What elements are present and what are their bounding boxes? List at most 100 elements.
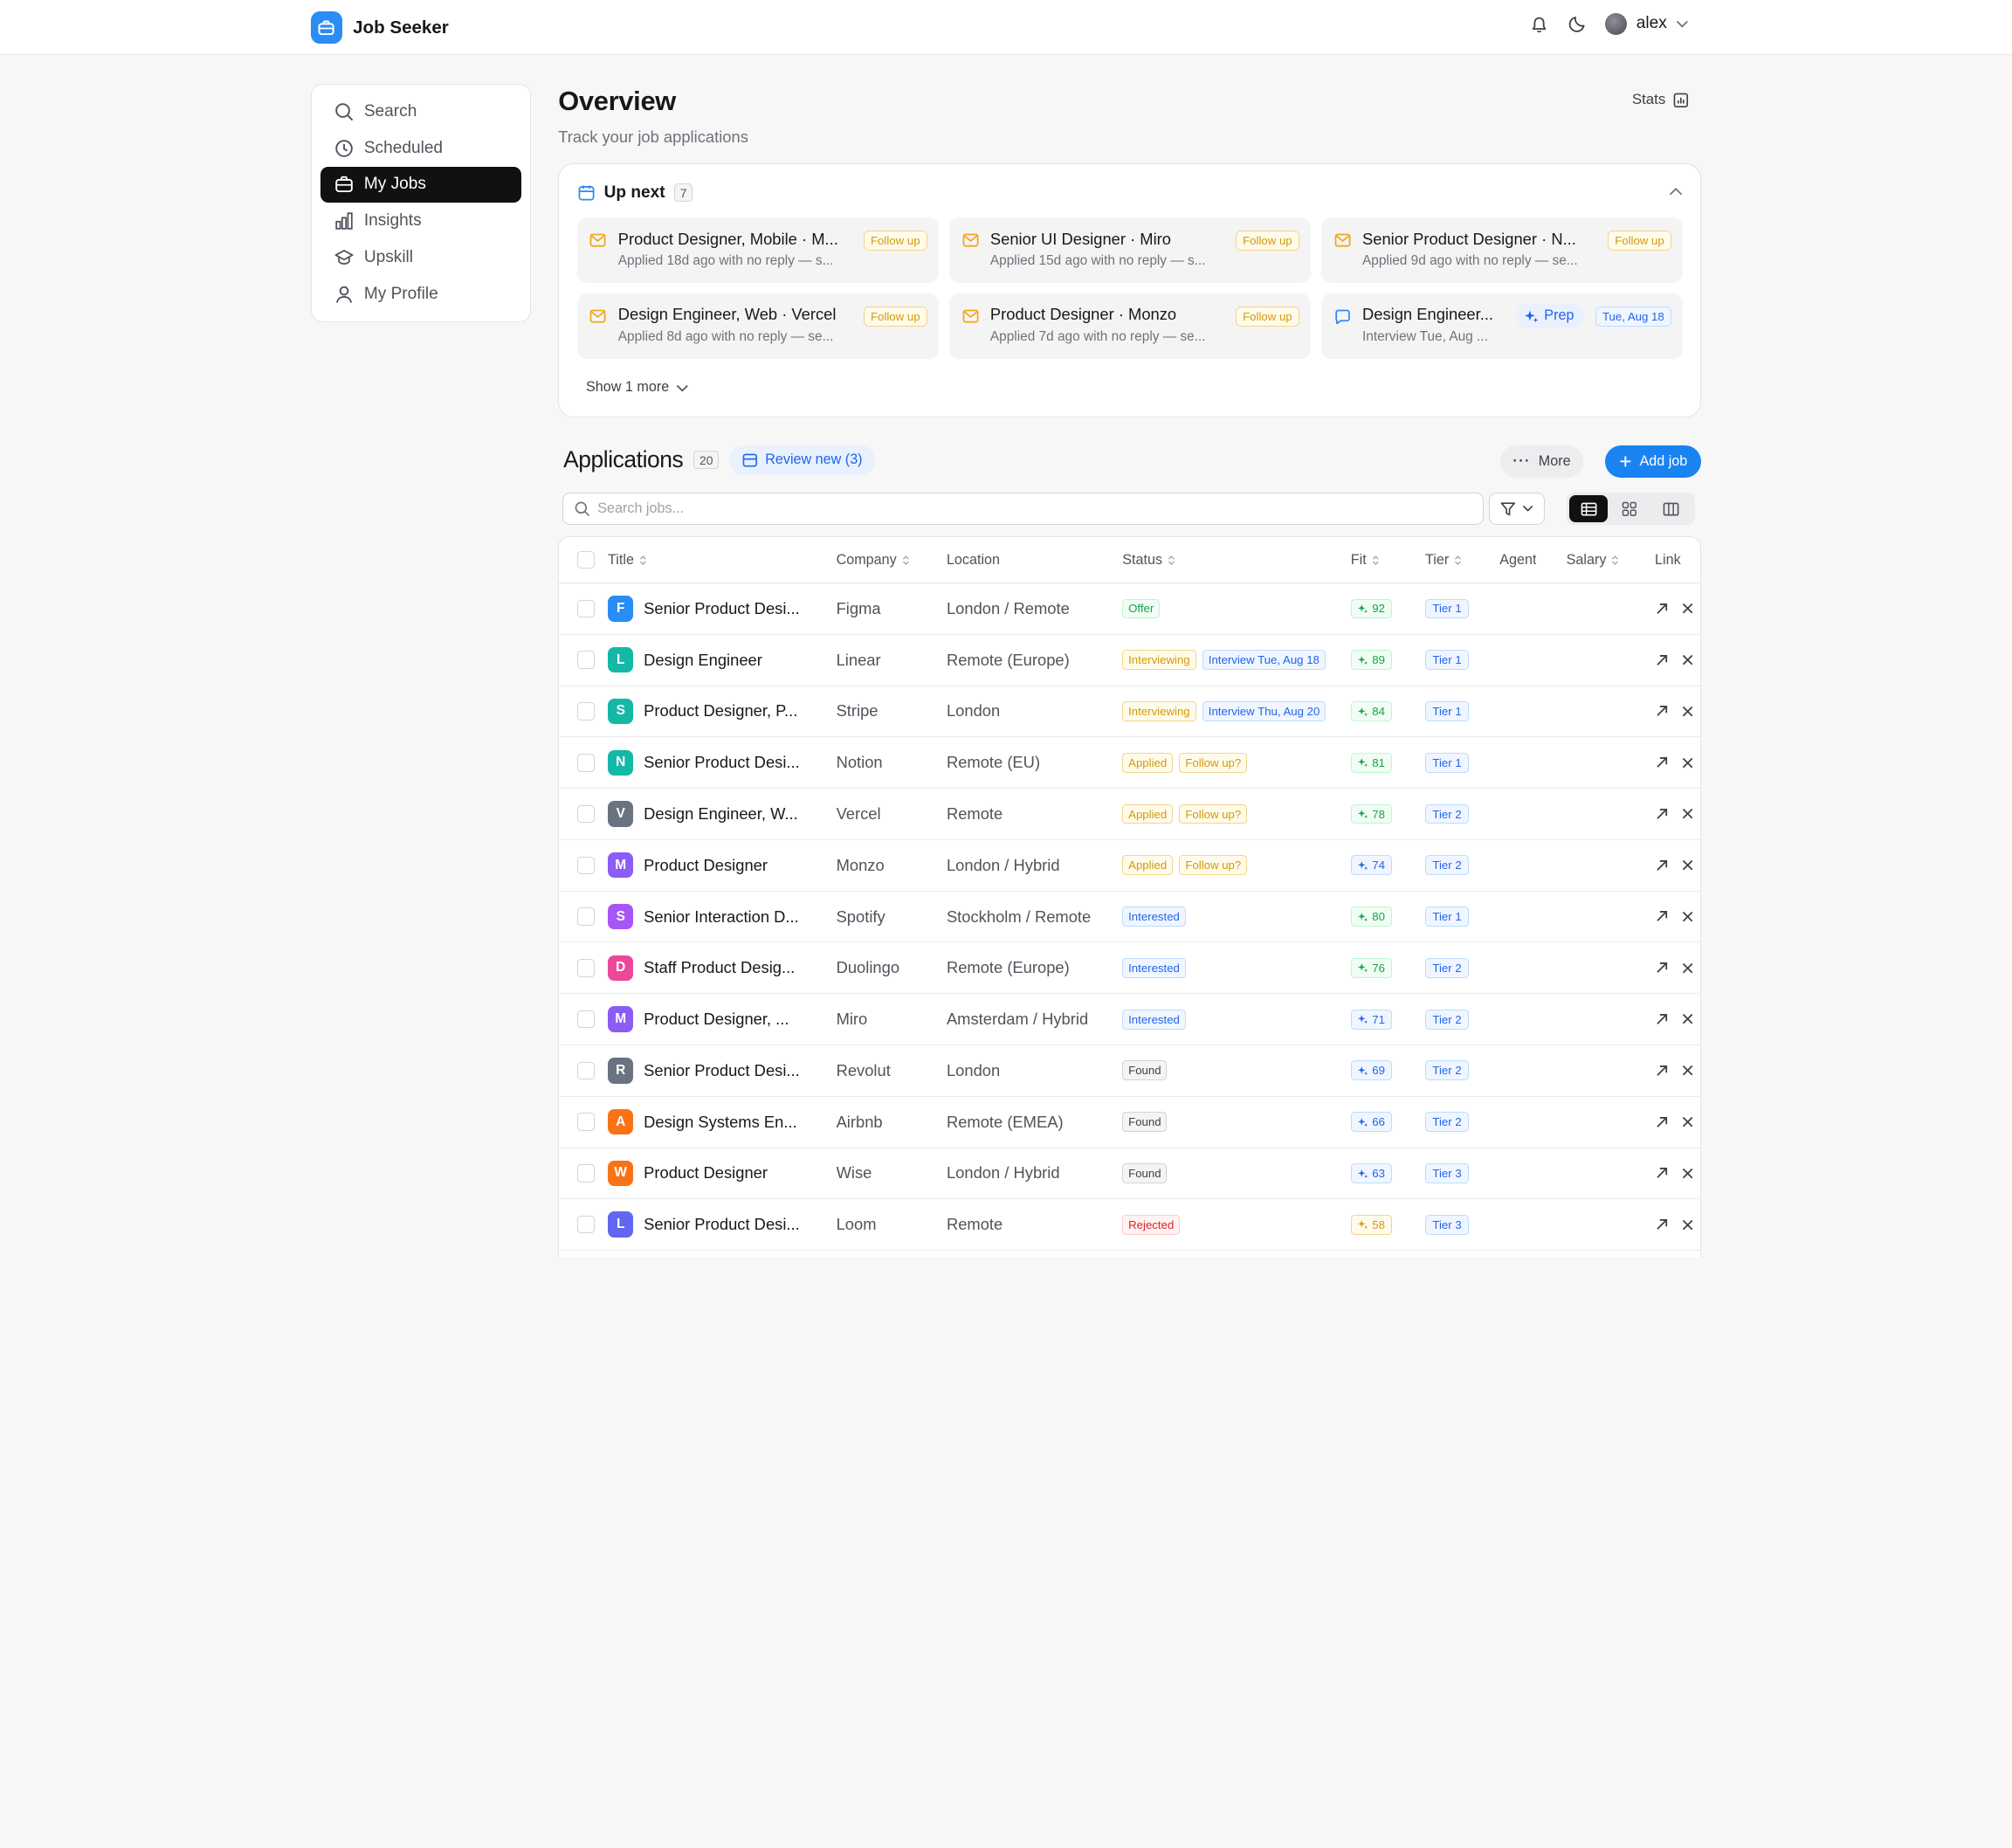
column-header-title[interactable]: Title <box>608 537 813 583</box>
title-cell[interactable]: R Senior Product Desi... <box>608 1045 813 1096</box>
external-link-icon[interactable] <box>1655 755 1669 769</box>
close-icon[interactable] <box>1682 706 1693 717</box>
sidebar-item-upskill[interactable]: Upskill <box>320 239 521 276</box>
close-icon[interactable] <box>1682 654 1693 665</box>
row-checkbox[interactable] <box>576 856 596 875</box>
up-next-card[interactable]: Design Engineer... Interview Tue, Aug ..… <box>1320 293 1684 359</box>
external-link-icon[interactable] <box>1655 1012 1669 1026</box>
up-next-card[interactable]: Senior Product Designer · N... Applied 9… <box>1320 217 1684 284</box>
select-all-checkbox[interactable] <box>576 550 596 569</box>
table-row[interactable]: V Design Engineer, W... Vercel Remote Applie… <box>559 789 1701 840</box>
sidebar-item-my-jobs[interactable]: My Jobs <box>320 166 522 203</box>
row-checkbox[interactable] <box>576 1061 596 1080</box>
row-checkbox[interactable] <box>576 702 596 721</box>
external-link-icon[interactable] <box>1655 1217 1669 1231</box>
close-icon[interactable] <box>1682 911 1693 922</box>
title-cell[interactable]: S Senior Interaction D... <box>608 892 813 942</box>
show-more-button[interactable]: Show 1 more <box>586 379 688 396</box>
title-cell[interactable]: M Product Designer, ... <box>608 994 813 1045</box>
add-job-button[interactable]: Add job <box>1604 445 1702 478</box>
up-next-header[interactable]: Up next 7 <box>578 183 693 203</box>
external-link-icon[interactable] <box>1655 602 1669 616</box>
user-menu[interactable]: alex <box>1605 12 1688 35</box>
row-checkbox[interactable] <box>576 599 596 618</box>
search-jobs-input[interactable] <box>597 500 1419 518</box>
column-header-location[interactable]: Location <box>947 537 1119 583</box>
board-view-button[interactable] <box>1651 495 1690 522</box>
close-icon[interactable] <box>1682 1219 1693 1231</box>
external-link-icon[interactable] <box>1655 653 1669 667</box>
row-checkbox[interactable] <box>576 907 596 926</box>
table-row[interactable]: F Senior Product Desi... Figma London / Rem… <box>559 583 1701 635</box>
sidebar-item-my-profile[interactable]: My Profile <box>320 276 521 313</box>
up-next-card[interactable]: Design Engineer, Web · Vercel Applied 8d… <box>576 293 940 359</box>
external-link-icon[interactable] <box>1655 961 1669 975</box>
filter-button[interactable] <box>1488 493 1546 525</box>
table-view-button[interactable] <box>1569 495 1609 523</box>
bell-icon[interactable] <box>1528 13 1549 34</box>
title-cell[interactable]: S Product Designer, P... <box>608 686 813 737</box>
external-link-icon[interactable] <box>1655 1166 1669 1180</box>
title-cell[interactable]: W Product Designer <box>608 1148 813 1199</box>
table-row[interactable]: W Product Designer Wise London / Hybrid Foun… <box>559 1148 1701 1200</box>
column-header-agent[interactable]: Agent <box>1499 537 1536 583</box>
sidebar-item-search[interactable]: Search <box>320 93 521 130</box>
title-cell[interactable]: M Product Designer <box>608 840 813 891</box>
title-cell[interactable]: V Design Engineer, W... <box>608 789 813 839</box>
prep-button[interactable]: Prep <box>1515 303 1585 328</box>
close-icon[interactable] <box>1682 603 1693 614</box>
title-cell[interactable]: A Design Systems En... <box>608 1097 813 1148</box>
column-header-status[interactable]: Status <box>1122 537 1338 583</box>
table-row[interactable]: L Senior Product Desi... Loom Remote Rejecte… <box>559 1199 1701 1252</box>
external-link-icon[interactable] <box>1655 807 1669 821</box>
row-checkbox[interactable] <box>576 1164 596 1183</box>
table-row[interactable]: D Staff Product Desig... Duolingo Remote (E… <box>559 942 1701 995</box>
external-link-icon[interactable] <box>1655 1115 1669 1129</box>
external-link-icon[interactable] <box>1655 1064 1669 1078</box>
close-icon[interactable] <box>1682 1013 1693 1024</box>
sidebar-item-scheduled[interactable]: Scheduled <box>320 130 521 167</box>
table-row[interactable]: A Design Systems En... Airbnb Remote (EMEA)… <box>559 1097 1701 1148</box>
row-checkbox[interactable] <box>576 1215 596 1234</box>
title-cell[interactable]: N Senior Product Desi... <box>608 737 813 788</box>
title-cell[interactable]: F Senior Product Desi... <box>608 583 813 634</box>
more-button[interactable]: ··· More <box>1499 445 1584 478</box>
table-row[interactable]: M Product Designer Monzo London / Hybrid App… <box>559 840 1701 892</box>
row-checkbox[interactable] <box>576 1113 596 1131</box>
stats-button[interactable]: Stats <box>1632 91 1689 108</box>
close-icon[interactable] <box>1682 1065 1693 1076</box>
row-checkbox[interactable] <box>576 651 596 669</box>
column-header-fit[interactable]: Fit <box>1351 537 1415 583</box>
table-row[interactable]: S Product Designer, P... Stripe London Inter… <box>559 686 1701 738</box>
title-cell[interactable]: L Senior Product Desi... <box>608 1199 813 1250</box>
column-header-company[interactable]: Company <box>837 537 940 583</box>
up-next-card[interactable]: Senior UI Designer · Miro Applied 15d ag… <box>948 217 1312 284</box>
column-header-salary[interactable]: Salary <box>1567 537 1619 583</box>
row-checkbox[interactable] <box>576 804 596 824</box>
table-row[interactable]: S Senior Interaction D... Spotify Stockholm… <box>559 892 1701 943</box>
table-row[interactable]: N Senior Product Desi... Notion Remote (EU)… <box>559 737 1701 790</box>
close-icon[interactable] <box>1682 859 1693 871</box>
moon-icon[interactable] <box>1567 13 1588 34</box>
up-next-card[interactable]: Product Designer · Monzo Applied 7d ago … <box>948 293 1312 359</box>
row-checkbox[interactable] <box>576 959 596 977</box>
table-row[interactable]: R Senior Product Desi... Revolut London Foun… <box>559 1045 1701 1097</box>
external-link-icon[interactable] <box>1655 909 1669 923</box>
chevron-up-icon[interactable] <box>1669 187 1683 196</box>
close-icon[interactable] <box>1682 962 1693 974</box>
table-row[interactable]: L Design Engineer Linear Remote (Europe) Int… <box>559 635 1701 686</box>
grid-view-button[interactable] <box>1610 495 1649 522</box>
close-icon[interactable] <box>1682 1168 1693 1179</box>
close-icon[interactable] <box>1682 1116 1693 1127</box>
brand[interactable]: Job Seeker <box>310 11 449 44</box>
table-row[interactable]: M Product Designer, ... Miro Amsterdam / Hy… <box>559 994 1701 1045</box>
close-icon[interactable] <box>1682 808 1693 819</box>
external-link-icon[interactable] <box>1655 858 1669 872</box>
external-link-icon[interactable] <box>1655 704 1669 718</box>
title-cell[interactable]: L Design Engineer <box>608 635 813 686</box>
row-checkbox[interactable] <box>576 1010 596 1029</box>
row-checkbox[interactable] <box>576 753 596 772</box>
title-cell[interactable]: D Staff Product Desig... <box>608 942 813 993</box>
column-header-tier[interactable]: Tier <box>1425 537 1489 583</box>
close-icon[interactable] <box>1682 757 1693 769</box>
